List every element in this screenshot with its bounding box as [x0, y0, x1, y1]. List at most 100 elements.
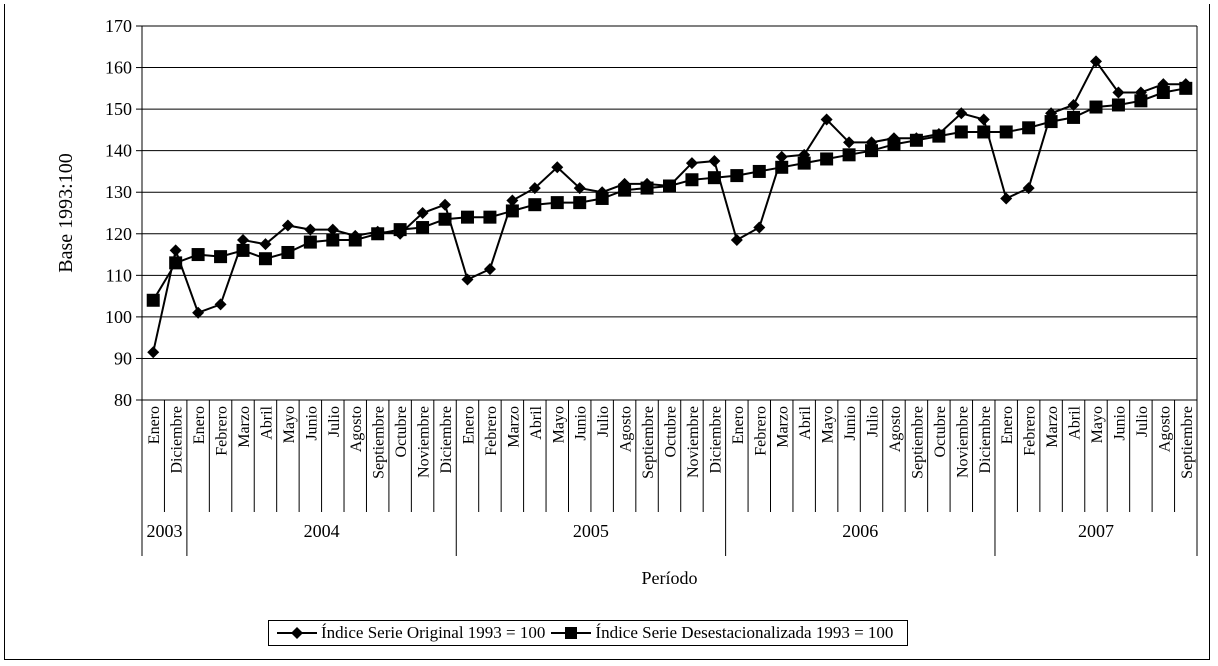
data-point — [1022, 182, 1035, 195]
data-point — [169, 244, 182, 257]
x-tick-label: Junio — [573, 406, 590, 441]
x-tick-label: Agosto — [618, 406, 635, 452]
data-point — [573, 182, 586, 195]
y-tick-label: 130 — [105, 182, 132, 202]
year-label: 2004 — [304, 521, 340, 541]
data-point — [887, 137, 901, 151]
data-point — [326, 223, 339, 236]
x-tick-label: Noviembre — [685, 406, 702, 478]
data-point — [438, 212, 452, 226]
year-label: 2003 — [146, 521, 182, 541]
x-tick-label: Agosto — [348, 406, 365, 452]
data-point — [1089, 55, 1102, 68]
data-point — [618, 183, 632, 197]
y-tick-label: 160 — [105, 58, 132, 78]
x-tick-label: Abril — [1067, 405, 1084, 439]
data-point — [461, 273, 474, 286]
data-point — [258, 252, 272, 266]
x-tick-label: Enero — [191, 406, 208, 444]
series-line — [152, 87, 1186, 301]
data-point — [954, 125, 968, 139]
x-tick-label: Marzo — [1044, 406, 1061, 448]
x-axis-title: Período — [642, 568, 698, 588]
x-tick-label: Junio — [1111, 406, 1128, 441]
x-tick-label: Agosto — [887, 406, 904, 452]
data-point — [707, 171, 721, 185]
data-point — [393, 223, 407, 237]
data-point — [1067, 110, 1081, 124]
data-point — [505, 204, 519, 218]
x-tick-label: Junio — [303, 406, 320, 441]
legend-label-original: Índice Serie Original 1993 = 100 — [321, 623, 546, 642]
legend: Índice Serie Original 1993 = 100 Índice … — [268, 620, 909, 646]
data-point — [685, 173, 699, 187]
y-tick-label: 80 — [114, 390, 132, 410]
x-tick-label: Octubre — [663, 406, 680, 458]
data-point — [843, 136, 856, 149]
x-tick-label: Septiembre — [1179, 406, 1196, 479]
data-point — [663, 179, 676, 193]
x-tick-label: Diciembre — [707, 406, 724, 474]
y-tick-label: 140 — [105, 141, 132, 161]
x-tick-label: Enero — [460, 406, 477, 444]
x-tick-label: Febrero — [1022, 406, 1039, 456]
x-tick-label: Mayo — [820, 406, 837, 443]
x-tick-label: Octubre — [393, 406, 410, 458]
data-point — [1179, 81, 1193, 95]
legend-item-seasonal: Índice Serie Desestacionalizada 1993 = 1… — [551, 623, 893, 643]
y-tick-label: 170 — [105, 16, 132, 36]
year-label: 2007 — [1078, 521, 1114, 541]
x-tick-label: Marzo — [775, 406, 792, 448]
data-point — [1156, 85, 1170, 99]
x-tick-label: Marzo — [236, 406, 253, 448]
y-tick-label: 100 — [105, 307, 132, 327]
data-point — [775, 160, 789, 174]
data-point — [416, 207, 429, 219]
x-tick-label: Febrero — [752, 406, 769, 456]
data-point — [460, 210, 474, 224]
data-point — [1067, 98, 1080, 111]
data-point — [842, 148, 856, 162]
data-point — [483, 210, 497, 224]
data-point — [281, 245, 295, 259]
data-point — [999, 125, 1013, 139]
x-tick-label: Junio — [842, 406, 859, 441]
data-point — [865, 144, 879, 158]
x-tick-label: Marzo — [505, 406, 522, 448]
data-point — [147, 346, 160, 359]
data-point — [259, 238, 272, 251]
data-point — [573, 196, 587, 210]
data-point — [1111, 98, 1125, 112]
x-tick-label: Noviembre — [954, 406, 971, 478]
x-tick-label: Julio — [595, 406, 612, 437]
data-point — [820, 152, 834, 166]
data-point — [1112, 86, 1125, 99]
data-point — [595, 191, 609, 205]
data-point — [752, 164, 766, 178]
data-point — [550, 196, 564, 210]
x-tick-label: Diciembre — [438, 406, 455, 474]
y-tick-label: 120 — [105, 224, 132, 244]
x-tick-label: Diciembre — [169, 406, 186, 474]
x-tick-label: Septiembre — [640, 406, 657, 479]
x-tick-label: Enero — [730, 406, 747, 444]
data-point — [326, 233, 340, 247]
data-point — [281, 219, 294, 232]
series-0 — [147, 55, 1192, 359]
x-tick-label: Abril — [797, 405, 814, 439]
x-tick-label: Julio — [865, 406, 882, 437]
data-point — [685, 157, 698, 170]
data-point — [304, 223, 317, 236]
x-tick-label: Julio — [326, 406, 343, 437]
data-point — [191, 248, 205, 262]
data-point — [214, 298, 227, 311]
data-point — [797, 156, 811, 170]
x-tick-label: Mayo — [1089, 406, 1106, 443]
data-point — [977, 125, 991, 139]
x-tick-label: Octubre — [932, 406, 949, 458]
y-tick-label: 110 — [106, 265, 132, 285]
legend-item-original: Índice Serie Original 1993 = 100 — [277, 623, 545, 643]
x-tick-label: Enero — [999, 406, 1016, 444]
data-point — [439, 198, 452, 211]
data-point — [1089, 100, 1103, 114]
